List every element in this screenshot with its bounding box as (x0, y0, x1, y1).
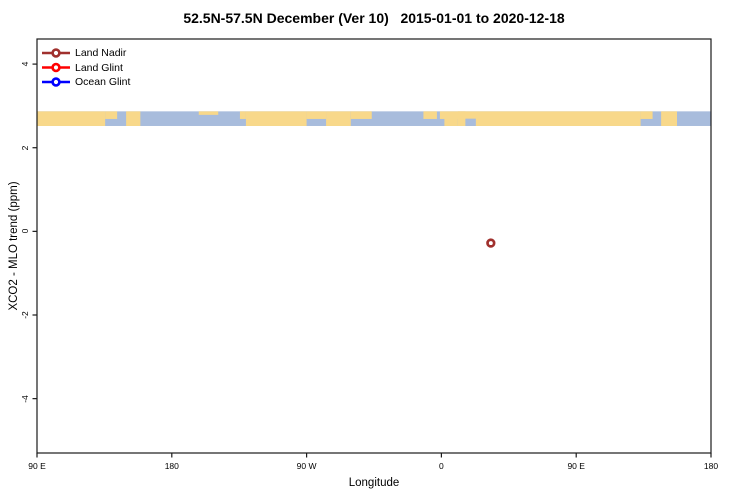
legend-label: Land Nadir (75, 47, 127, 59)
x-tick-label: 0 (439, 461, 444, 471)
map-strip-land-segment (444, 118, 458, 126)
x-tick-label: 90 E (567, 461, 585, 471)
map-strip-land-segment (306, 111, 327, 119)
y-axis-title: XCO2 - MLO trend (ppm) (8, 181, 20, 311)
legend-label: Ocean Glint (75, 76, 131, 88)
map-strip-land-segment (661, 111, 678, 126)
y-tick-label: 4 (20, 61, 30, 67)
data-point (486, 238, 496, 248)
map-strip-land-segment (105, 111, 118, 119)
x-axis-title: Longitude (348, 477, 400, 489)
map-strip-land-segment (37, 111, 106, 126)
map-strip-land-segment (326, 111, 351, 126)
y-tick-label: 2 (20, 145, 30, 151)
map-strip-land-segment (126, 111, 141, 126)
map-strip-land-segment (350, 111, 372, 119)
legend-marker-circle (51, 62, 61, 73)
map-strip-land-segment (640, 111, 653, 119)
map-strip-land-segment (457, 111, 641, 126)
x-tick-label: 180 (164, 461, 179, 471)
x-tick-label: 90 E (28, 461, 46, 471)
legend-label: Land Glint (75, 61, 123, 74)
y-tick-label: -2 (20, 311, 30, 319)
legend-marker-circle (51, 77, 61, 87)
x-tick-label: 180 (703, 461, 719, 471)
y-tick-label: -4 (20, 394, 30, 403)
map-strip-land-segment (423, 111, 437, 119)
map-strip-land-segment (239, 111, 246, 119)
x-tick-label: 90 W (296, 461, 317, 471)
map-strip-land-segment (198, 111, 219, 115)
legend-marker-circle (51, 48, 61, 58)
map-strip-ocean-notch (465, 118, 476, 126)
plot-border (36, 38, 712, 454)
map-strip-land-segment (439, 111, 466, 119)
chart-title: 52.5N-57.5N December (Ver 10) 2015-01-01… (183, 10, 565, 26)
y-tick-label: 0 (20, 228, 30, 234)
map-strip-land-segment (245, 111, 307, 126)
